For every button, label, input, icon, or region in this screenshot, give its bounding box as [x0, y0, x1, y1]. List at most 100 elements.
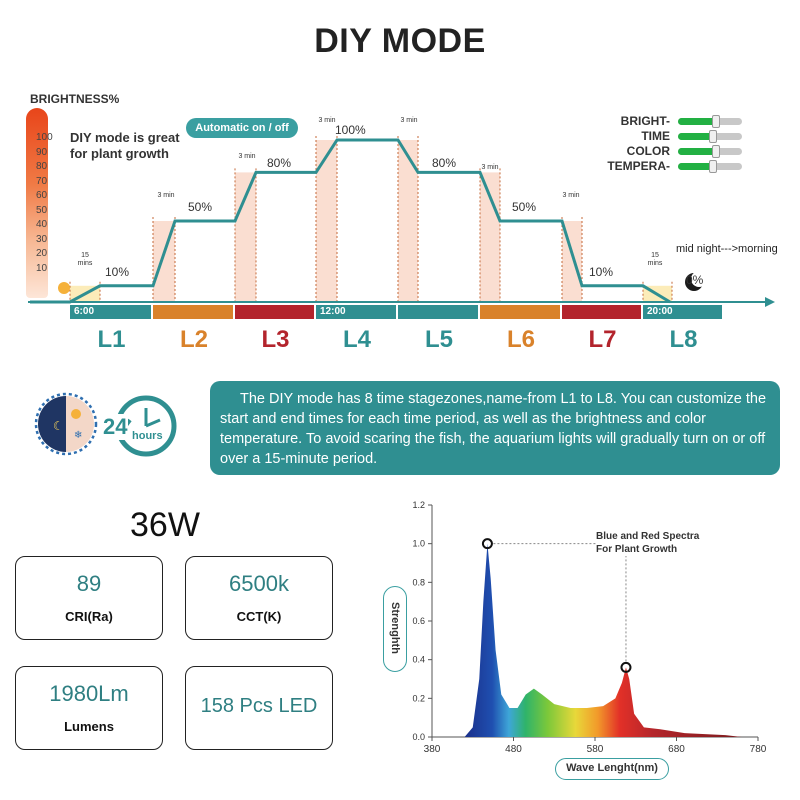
ramp-shade [398, 140, 418, 302]
midnight-note: mid night--->morning [676, 243, 778, 255]
level-label: 10% [589, 265, 614, 279]
stage-segment [235, 305, 314, 319]
brightness-curve [30, 138, 671, 304]
stage-name: L4 [342, 326, 371, 353]
clock-24-label: 24 [102, 414, 129, 440]
page-title: DIY MODE [314, 22, 486, 60]
auto-on-off-badge: Automatic on / off [186, 118, 298, 138]
brightness-tick: 70 [36, 175, 48, 187]
spec-value: 1980Lm [49, 681, 129, 706]
mins-label: 15 mins [77, 252, 93, 267]
ramp-shade [316, 140, 337, 302]
mins-label: 3 min [318, 117, 336, 124]
svg-text:☾: ☾ [53, 419, 64, 433]
y-tick-label: 1.0 [412, 539, 425, 549]
level-label: 50% [512, 200, 537, 214]
y-tick-label: 0.4 [412, 655, 425, 665]
stage-name: L2 [179, 326, 208, 353]
stage-segment [153, 305, 233, 319]
spec-card-lumens: 1980Lm Lumens [15, 666, 163, 750]
slider-knob [712, 145, 721, 158]
mins-label: 3 min [481, 164, 499, 171]
brightness-tick: 50 [36, 204, 48, 216]
y-tick-label: 0.8 [412, 577, 425, 587]
brightness-tick: 100 [36, 132, 53, 143]
info-box: The DIY mode has 8 time stagezones,name-… [210, 381, 780, 475]
x-tick-label: 680 [668, 744, 685, 755]
brightness-tick: 40 [36, 219, 48, 230]
slider-knob [709, 160, 718, 173]
y-tick-label: 0.6 [412, 616, 425, 626]
x-axis-label: Wave Lenght(nm) [555, 758, 669, 780]
spec-card-led: 158 Pcs LED [185, 666, 333, 750]
level-label: 100% [335, 123, 366, 137]
slider-fill [678, 118, 717, 125]
y-axis-label: Strenghth [389, 602, 401, 654]
slider-track [678, 130, 742, 143]
spec-card-cri: 89 CRI(Ra) [15, 556, 163, 640]
clock-cycle-icon: ☾ ❄ [34, 392, 177, 457]
level-label: 50% [188, 200, 213, 214]
ramp-shade [235, 172, 256, 302]
brightness-tick: 60 [36, 190, 48, 201]
level-label: 80% [267, 156, 292, 170]
spectrum-chart: 0.0 0.2 0.4 0.6 0.8 1.0 1.2 380 480 580 680 780 [412, 500, 767, 755]
stage-segment [643, 305, 722, 319]
slider-knob [712, 115, 721, 128]
y-tick-label: 1.2 [412, 500, 425, 510]
slider-knob [709, 130, 718, 143]
stage-name: L6 [506, 326, 535, 353]
slider-label: BRIGHT- [620, 114, 670, 128]
spec-card-cct: 6500k CCT(K) [185, 556, 333, 640]
spec-label: CCT(K) [236, 609, 282, 624]
stage-segment [398, 305, 478, 319]
spec-label: CRI(Ra) [65, 609, 113, 624]
brightness-label: BRIGHTNESS% [30, 92, 120, 106]
mins-label: 15 mins [647, 252, 663, 267]
slider-track [678, 115, 742, 128]
slider-fill [678, 133, 714, 140]
slider-label: TEMPERA- [607, 159, 670, 173]
stage-name: L3 [261, 326, 290, 353]
level-label: 80% [432, 156, 457, 170]
stage-segment [316, 305, 396, 319]
y-tick-label: 0.0 [412, 732, 425, 742]
spec-label: Lumens [64, 719, 114, 734]
brightness-tick: 10 [36, 262, 48, 274]
spec-value: 89 [76, 571, 102, 596]
ramp-shade [480, 172, 500, 302]
diy-note: DIY mode is great for plant growth [70, 130, 180, 161]
slider-fill [678, 163, 714, 170]
x-tick-label: 780 [750, 744, 767, 755]
stage-time: 6:00 [74, 306, 95, 317]
y-tick-label: 0.2 [412, 693, 425, 703]
brightness-tick: 90 [36, 146, 48, 158]
sun-icon [58, 282, 70, 294]
stage-segment [480, 305, 560, 319]
slider-fill [678, 148, 717, 155]
slider-track [678, 160, 742, 173]
wattage: 36W [130, 506, 200, 544]
svg-text:❄: ❄ [74, 430, 82, 441]
spec-value: 158 Pcs LED [200, 695, 318, 717]
brightness-timeline [28, 136, 775, 307]
stage-name: L5 [424, 326, 453, 353]
slider-track [678, 145, 742, 158]
peak-marker [481, 538, 493, 550]
mins-label: 3 min [400, 117, 418, 124]
spectrum-note: Blue and Red Spectra For Plant Growth [596, 531, 700, 555]
brightness-tick: 80 [36, 161, 48, 172]
spectrum-area [464, 543, 742, 737]
stage-time: 12:00 [320, 306, 346, 317]
mins-label: 3 min [562, 192, 580, 199]
y-axis-pill [383, 586, 407, 672]
spec-value: 6500k [229, 571, 289, 596]
x-tick-label: 380 [424, 744, 441, 755]
slider-label: COLOR [626, 144, 670, 158]
x-tick-label: 580 [587, 744, 604, 755]
mins-label: 3 min [157, 192, 175, 199]
stage-name: L7 [588, 326, 617, 353]
peak-marker [620, 661, 632, 673]
stage-segment [562, 305, 641, 319]
stage-name: L8 [669, 326, 698, 353]
